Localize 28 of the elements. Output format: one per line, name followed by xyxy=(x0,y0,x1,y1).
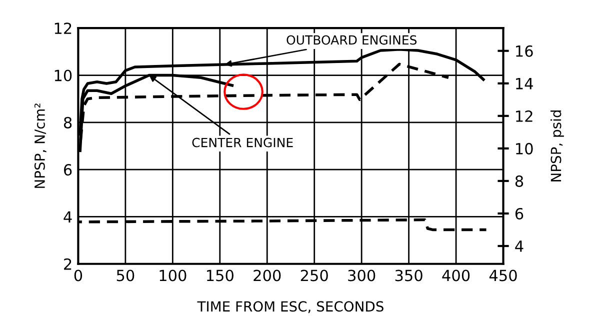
x-tick-label: 150 xyxy=(206,270,234,282)
y-tick-label: 12 xyxy=(54,22,72,34)
y2-tick-label: 12 xyxy=(516,110,532,122)
x-tick-label: 0 xyxy=(74,270,82,282)
y2-tick-label: 10 xyxy=(516,142,533,154)
y-tick-label: 8 xyxy=(64,116,72,128)
y2-axis-title: NPSP, psid xyxy=(550,110,564,182)
y2-tick-label: 8 xyxy=(515,175,524,187)
y-tick-label: 6 xyxy=(64,164,72,176)
x-tick-label: 450 xyxy=(489,270,517,282)
y2-tick-label: 16 xyxy=(516,45,533,57)
x-axis-title: TIME FROM ESC, SECONDS xyxy=(197,301,384,314)
x-tick-label: 200 xyxy=(254,270,281,282)
y2-tick-label: 4 xyxy=(515,240,524,252)
x-tick-label: 50 xyxy=(116,270,134,282)
annotation: OUTBOARD ENGINES xyxy=(286,35,417,45)
x-tick-label: 300 xyxy=(348,270,376,282)
y-tick-label: 4 xyxy=(64,211,72,223)
y2-tick-label: 14 xyxy=(516,78,533,90)
y-axis-title: NPSP, N/cm² xyxy=(34,104,46,188)
x-tick-label: 250 xyxy=(300,270,328,282)
x-tick-label: 100 xyxy=(160,270,186,282)
y-tick-label: 2 xyxy=(64,258,72,270)
x-tick-label: 350 xyxy=(395,270,422,282)
y-tick-label: 10 xyxy=(54,70,72,82)
x-tick-label: 400 xyxy=(442,270,470,282)
y2-tick-label: 6 xyxy=(515,208,524,220)
annotation: CENTER ENGINE xyxy=(192,138,293,148)
